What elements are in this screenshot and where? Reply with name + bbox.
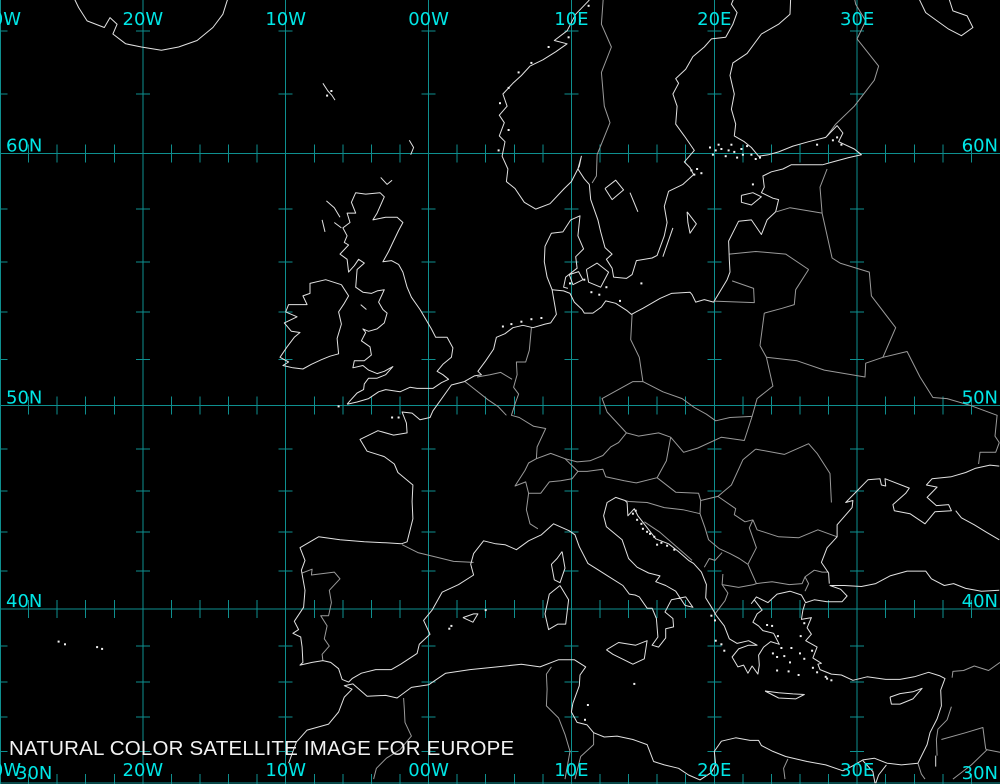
latitude-label-right: 30N (962, 763, 998, 784)
longitude-label-bottom: 00W (408, 760, 449, 781)
longitude-label-top: 10W (265, 9, 306, 30)
longitude-label-top: 20E (697, 9, 731, 30)
longitude-label-bottom: 20W (123, 760, 164, 781)
latitude-label-right: 60N (962, 135, 998, 156)
latitude-label-left: 40N (6, 591, 42, 612)
latitude-label-left: 60N (6, 135, 42, 156)
latitude-label-right: 50N (962, 387, 998, 408)
longitude-label-top: 00W (408, 9, 449, 30)
longitude-label-bottom: 20E (697, 760, 731, 781)
longitude-label-bottom: 30E (840, 760, 874, 781)
island-speckle-layer (57, 4, 843, 721)
longitude-label-bottom: 10W (265, 760, 306, 781)
longitude-label-bottom: 10E (554, 760, 588, 781)
caption-block: NATURAL COLOR SATELLITE IMAGE FOR EUROPE… (9, 700, 514, 784)
latitude-label-left: 30N (16, 763, 52, 784)
grid-labels-layer: 30W 30W 20W 20W 10W 10W 00W 00W 10E 10E 20E 20E 30E 3… (0, 9, 998, 784)
caption-title: NATURAL COLOR SATELLITE IMAGE FOR EUROPE (9, 737, 515, 760)
longitude-label-top: 30E (840, 9, 874, 30)
latitude-label-left: 50N (6, 387, 42, 408)
coastline-layer (74, 0, 1000, 784)
longitude-label-top: 10E (554, 9, 588, 30)
longitude-label-top: 30W (0, 9, 21, 30)
longitude-label-top: 20W (123, 9, 164, 30)
latitude-label-right: 40N (962, 591, 998, 612)
longitude-label-bottom: 30W (0, 760, 21, 781)
country-border-layer (301, 0, 1000, 780)
